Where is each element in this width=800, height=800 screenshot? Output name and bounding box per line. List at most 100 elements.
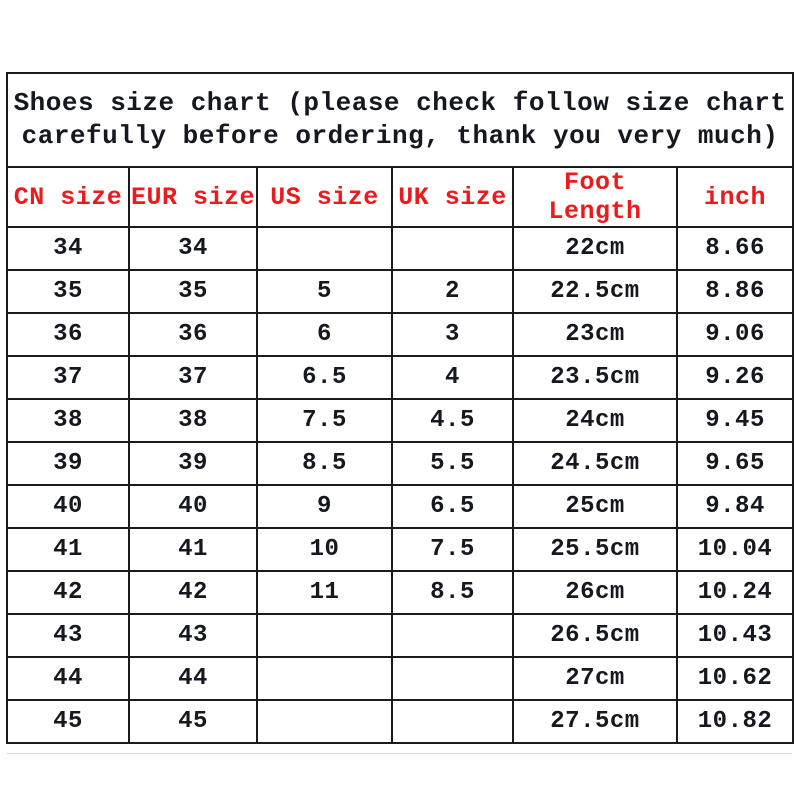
cell-us-size: 9 [256, 484, 393, 529]
cell-eur-size: 41 [128, 527, 258, 572]
cell-inch: 10.24 [675, 570, 795, 615]
cell-foot-length: 22cm [512, 226, 678, 271]
cell-uk-size [391, 226, 514, 271]
cell-uk-size [391, 699, 514, 744]
cell-cn-size: 37 [6, 355, 130, 400]
table-row: 34 34 22cm 8.66 [6, 226, 795, 271]
size-table: Shoes size chart (please check follow si… [5, 72, 795, 744]
cell-us-size: 11 [256, 570, 393, 615]
cell-us-size: 10 [256, 527, 393, 572]
cell-us-size: 5 [256, 269, 393, 314]
cell-foot-length: 26cm [512, 570, 678, 615]
cell-inch: 10.82 [675, 699, 795, 744]
cell-uk-size [391, 613, 514, 658]
cell-uk-size: 7.5 [391, 527, 514, 572]
cell-foot-length: 27.5cm [512, 699, 678, 744]
cell-uk-size: 4 [391, 355, 514, 400]
cell-eur-size: 37 [128, 355, 258, 400]
table-row: 42 42 11 8.5 26cm 10.24 [6, 570, 795, 615]
column-header-foot-length: Foot Length [512, 166, 678, 228]
cell-foot-length: 27cm [512, 656, 678, 701]
cell-cn-size: 44 [6, 656, 130, 701]
cell-inch: 9.84 [675, 484, 795, 529]
cell-cn-size: 45 [6, 699, 130, 744]
cell-us-size: 7.5 [256, 398, 393, 443]
cell-foot-length: 26.5cm [512, 613, 678, 658]
cell-eur-size: 40 [128, 484, 258, 529]
column-header-inch: inch [675, 166, 795, 228]
cell-us-size [256, 656, 393, 701]
chart-title-line2: carefully before ordering, thank you ver… [21, 121, 779, 151]
column-header-uk-size: UK size [391, 166, 514, 228]
cell-inch: 9.65 [675, 441, 795, 486]
cell-inch: 10.62 [675, 656, 795, 701]
cell-us-size [256, 613, 393, 658]
table-row: 45 45 27.5cm 10.82 [6, 699, 795, 744]
cell-foot-length: 25cm [512, 484, 678, 529]
table-row: 41 41 10 7.5 25.5cm 10.04 [6, 527, 795, 572]
cell-eur-size: 36 [128, 312, 258, 357]
scan-artifact-line [6, 753, 792, 754]
cell-cn-size: 34 [6, 226, 130, 271]
cell-inch: 9.45 [675, 398, 795, 443]
cell-uk-size: 8.5 [391, 570, 514, 615]
cell-foot-length: 23cm [512, 312, 678, 357]
cell-uk-size: 5.5 [391, 441, 514, 486]
cell-cn-size: 43 [6, 613, 130, 658]
cell-inch: 8.66 [675, 226, 795, 271]
cell-foot-length: 25.5cm [512, 527, 678, 572]
cell-cn-size: 35 [6, 269, 130, 314]
cell-cn-size: 41 [6, 527, 130, 572]
cell-cn-size: 40 [6, 484, 130, 529]
title-row: Shoes size chart (please check follow si… [5, 72, 795, 168]
chart-title-line1: Shoes size chart (please check follow si… [13, 88, 787, 118]
cell-cn-size: 38 [6, 398, 130, 443]
table-row: 38 38 7.5 4.5 24cm 9.45 [6, 398, 795, 443]
column-header-eur-size: EUR size [128, 166, 258, 228]
cell-us-size [256, 226, 393, 271]
cell-eur-size: 35 [128, 269, 258, 314]
cell-eur-size: 38 [128, 398, 258, 443]
cell-inch: 9.06 [675, 312, 795, 357]
cell-uk-size: 4.5 [391, 398, 514, 443]
cell-foot-length: 22.5cm [512, 269, 678, 314]
cell-us-size [256, 699, 393, 744]
cell-eur-size: 42 [128, 570, 258, 615]
cell-us-size: 6 [256, 312, 393, 357]
cell-inch: 10.43 [675, 613, 795, 658]
cell-us-size: 6.5 [256, 355, 393, 400]
cell-inch: 10.04 [675, 527, 795, 572]
cell-eur-size: 34 [128, 226, 258, 271]
cell-us-size: 8.5 [256, 441, 393, 486]
cell-cn-size: 36 [6, 312, 130, 357]
cell-eur-size: 39 [128, 441, 258, 486]
table-row: 36 36 6 3 23cm 9.06 [6, 312, 795, 357]
cell-eur-size: 43 [128, 613, 258, 658]
cell-foot-length: 23.5cm [512, 355, 678, 400]
cell-foot-length: 24.5cm [512, 441, 678, 486]
column-header-us-size: US size [256, 166, 393, 228]
column-header-cn-size: CN size [6, 166, 130, 228]
cell-cn-size: 42 [6, 570, 130, 615]
cell-eur-size: 44 [128, 656, 258, 701]
size-chart-container: Shoes size chart (please check follow si… [5, 72, 795, 744]
cell-inch: 8.86 [675, 269, 795, 314]
cell-uk-size: 6.5 [391, 484, 514, 529]
cell-uk-size [391, 656, 514, 701]
cell-cn-size: 39 [6, 441, 130, 486]
table-row: 40 40 9 6.5 25cm 9.84 [6, 484, 795, 529]
cell-uk-size: 2 [391, 269, 514, 314]
cell-foot-length: 24cm [512, 398, 678, 443]
cell-inch: 9.26 [675, 355, 795, 400]
table-row: 43 43 26.5cm 10.43 [6, 613, 795, 658]
table-row: 44 44 27cm 10.62 [6, 656, 795, 701]
size-table-body: 34 34 22cm 8.66 35 35 5 2 22.5cm 8.86 36 36 6 3 23cm 9.… [6, 226, 795, 744]
table-row: 39 39 8.5 5.5 24.5cm 9.65 [6, 441, 795, 486]
table-row: 35 35 5 2 22.5cm 8.86 [6, 269, 795, 314]
table-row: 37 37 6.5 4 23.5cm 9.26 [6, 355, 795, 400]
header-row: CN size EUR size US size UK size Foot Length… [6, 166, 795, 228]
cell-uk-size: 3 [391, 312, 514, 357]
chart-title: Shoes size chart (please check follow si… [5, 72, 795, 168]
cell-eur-size: 45 [128, 699, 258, 744]
